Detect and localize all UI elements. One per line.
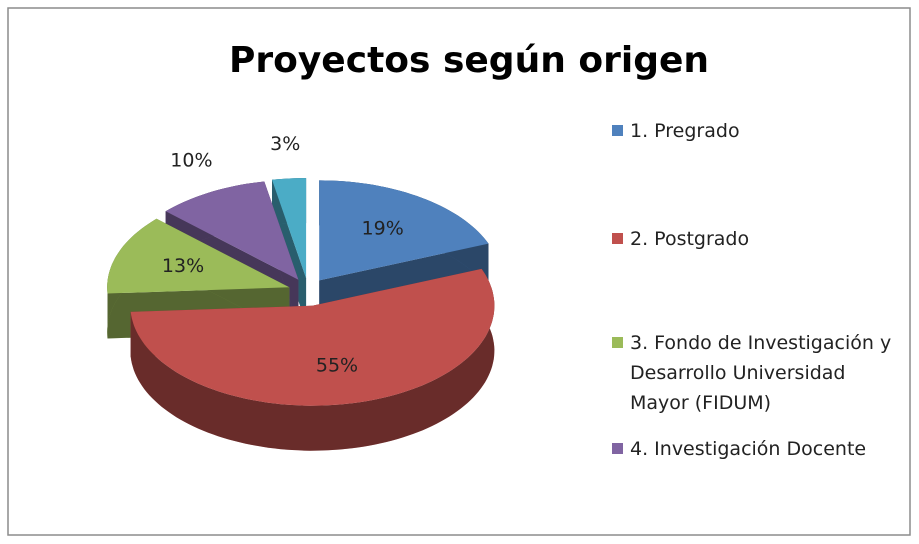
slice (319, 180, 489, 281)
data-label: 10% (170, 149, 212, 171)
slice (165, 181, 299, 280)
slice (130, 268, 495, 406)
slice-side-shade (130, 268, 495, 451)
legend-swatch (612, 337, 623, 348)
slice (130, 268, 495, 451)
data-label: 55% (316, 355, 358, 377)
slice (272, 178, 307, 279)
legend-swatch (612, 443, 623, 454)
legend-label: 2. Postgrado (630, 228, 750, 250)
data-label: 3% (270, 133, 300, 155)
legend-entry: 4. Investigación Docente (612, 434, 902, 464)
slice-side (130, 268, 495, 451)
legend-label: 3. Fondo de Investigación y Desarrollo U… (630, 332, 892, 414)
legend-entry: 2. Postgrado (612, 224, 902, 254)
legend-label: 1. Pregrado (630, 120, 740, 142)
legend-entry: 1. Pregrado (612, 116, 902, 146)
legend-label: 4. Investigación Docente (630, 438, 867, 460)
legend-swatch (612, 233, 623, 244)
slice (107, 218, 290, 294)
data-label: 13% (162, 255, 204, 277)
legend-entry: 3. Fondo de Investigación y Desarrollo U… (612, 328, 902, 418)
legend-swatch (612, 125, 623, 136)
slice (272, 178, 307, 324)
chart-title: Proyectos según origen (229, 40, 709, 81)
data-label: 19% (362, 218, 404, 240)
